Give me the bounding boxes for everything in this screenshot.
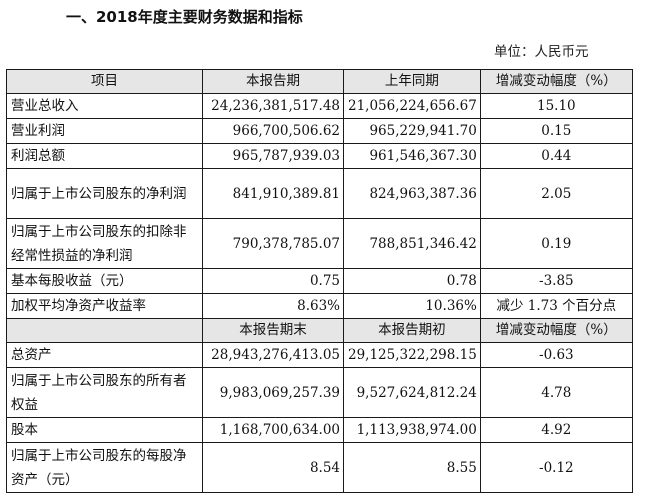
- row-label: 股本: [6, 417, 203, 443]
- prior-value: 21,056,224,656.67: [343, 93, 481, 119]
- header-change-pct: 增减变动幅度（%）: [479, 69, 633, 94]
- current-value: 965,787,939.03: [202, 143, 344, 169]
- prior-value: 788,851,346.42: [343, 218, 481, 269]
- row-label: 归属于上市公司股东的扣除非经常性损益的净利润: [6, 218, 203, 269]
- change-value: 4.78: [479, 367, 633, 418]
- header-item: 项目: [6, 69, 203, 94]
- table-row: 利润总额 965,787,939.03 961,546,367.30 0.44: [6, 143, 633, 169]
- row-label: 营业利润: [6, 118, 203, 144]
- table-row: 归属于上市公司股东的每股净资产（元） 8.54 8.55 -0.12: [6, 442, 633, 493]
- current-value: 24,236,381,517.48: [202, 93, 344, 119]
- table-row: 加权平均净资产收益率 8.63% 10.36% 减少 1.73 个百分点: [6, 293, 633, 319]
- table-row: 基本每股收益（元） 0.75 0.78 -3.85: [6, 268, 633, 294]
- row-label: 利润总额: [6, 143, 203, 169]
- subheader-change-pct: 增减变动幅度（%）: [479, 318, 633, 343]
- change-value: 0.44: [479, 143, 633, 169]
- subheader-item: [6, 318, 203, 343]
- financial-data-table: 项目 本报告期 上年同期 增减变动幅度（%） 营业总收入 24,236,381,…: [6, 69, 633, 493]
- period-end-value: 1,168,700,634.00: [202, 417, 344, 443]
- table-row: 营业总收入 24,236,381,517.48 21,056,224,656.6…: [6, 93, 633, 119]
- prior-value: 824,963,387.36: [343, 168, 481, 219]
- currency-unit-label: 单位：人民币元: [494, 44, 589, 60]
- header-prior-period: 上年同期: [343, 69, 481, 94]
- row-label: 归属于上市公司股东的每股净资产（元）: [6, 442, 203, 493]
- table-row: 归属于上市公司股东的所有者权益 9,983,069,257.39 9,527,6…: [6, 367, 633, 418]
- period-end-value: 28,943,276,413.05: [202, 342, 344, 368]
- row-label: 基本每股收益（元）: [6, 268, 203, 294]
- current-value: 790,378,785.07: [202, 218, 344, 269]
- period-end-value: 8.54: [202, 442, 344, 493]
- current-value: 841,910,389.81: [202, 168, 344, 219]
- row-label: 归属于上市公司股东的所有者权益: [6, 367, 203, 418]
- prior-value: 961,546,367.30: [343, 143, 481, 169]
- table-subheader-row: 本报告期末 本报告期初 增减变动幅度（%）: [6, 318, 633, 343]
- row-label: 加权平均净资产收益率: [6, 293, 203, 319]
- table-header-row: 项目 本报告期 上年同期 增减变动幅度（%）: [6, 69, 633, 94]
- prior-value: 10.36%: [343, 293, 481, 319]
- change-value: 0.15: [479, 118, 633, 144]
- current-value: 966,700,506.62: [202, 118, 344, 144]
- period-start-value: 29,125,322,298.15: [343, 342, 481, 368]
- change-value: -0.63: [479, 342, 633, 368]
- table-row: 总资产 28,943,276,413.05 29,125,322,298.15 …: [6, 342, 633, 368]
- table-row: 股本 1,168,700,634.00 1,113,938,974.00 4.9…: [6, 417, 633, 443]
- period-end-value: 9,983,069,257.39: [202, 367, 344, 418]
- change-value: 15.10: [479, 93, 633, 119]
- row-label: 总资产: [6, 342, 203, 368]
- current-value: 0.75: [202, 268, 344, 294]
- current-value: 8.63%: [202, 293, 344, 319]
- change-value: -3.85: [479, 268, 633, 294]
- prior-value: 965,229,941.70: [343, 118, 481, 144]
- table-row: 归属于上市公司股东的净利润 841,910,389.81 824,963,387…: [6, 168, 633, 219]
- table-row: 归属于上市公司股东的扣除非经常性损益的净利润 790,378,785.07 78…: [6, 218, 633, 269]
- subheader-period-start: 本报告期初: [343, 318, 481, 343]
- section-title: 一、2018年度主要财务数据和指标: [66, 8, 303, 26]
- row-label: 归属于上市公司股东的净利润: [6, 168, 203, 219]
- row-label: 营业总收入: [6, 93, 203, 119]
- header-current-period: 本报告期: [202, 69, 344, 94]
- subheader-period-end: 本报告期末: [202, 318, 344, 343]
- change-value: 2.05: [479, 168, 633, 219]
- change-value: -0.12: [479, 442, 633, 493]
- period-start-value: 9,527,624,812.24: [343, 367, 481, 418]
- change-value: 0.19: [479, 218, 633, 269]
- period-start-value: 8.55: [343, 442, 481, 493]
- period-start-value: 1,113,938,974.00: [343, 417, 481, 443]
- change-value: 减少 1.73 个百分点: [479, 293, 633, 319]
- table-row: 营业利润 966,700,506.62 965,229,941.70 0.15: [6, 118, 633, 144]
- prior-value: 0.78: [343, 268, 481, 294]
- change-value: 4.92: [479, 417, 633, 443]
